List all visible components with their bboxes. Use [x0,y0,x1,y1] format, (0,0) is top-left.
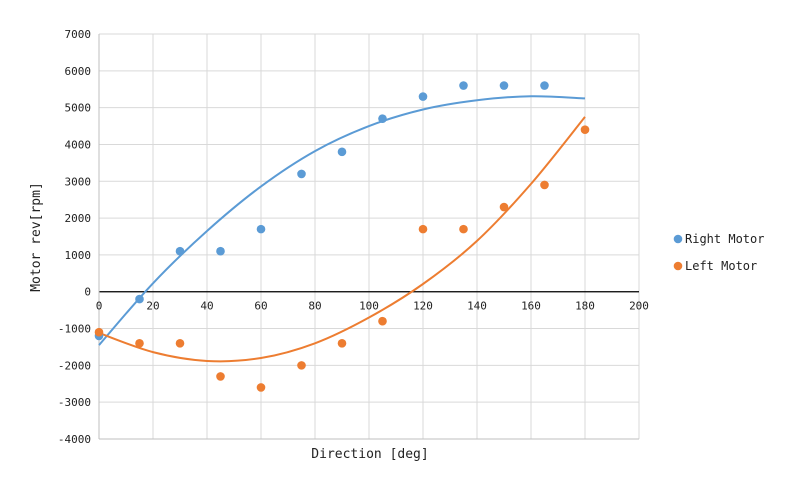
left-motor-point [216,372,225,381]
x-tick-label: 0 [96,300,103,313]
right-motor-point [378,114,387,123]
y-tick-label: -1000 [58,323,91,336]
x-tick-label: 160 [521,300,541,313]
right-motor-point [459,81,468,90]
x-tick-label: 180 [575,300,595,313]
right-motor-point [540,81,549,90]
legend-label-left-motor: Left Motor [685,259,757,273]
left-motor-point [459,224,468,234]
right-motor-point [297,169,306,179]
legend-marker-left-motor [673,261,683,271]
left-motor-point [135,338,144,348]
y-axis-title: Motor rev[rpm] [29,182,44,292]
y-tick-label: -2000 [58,359,91,372]
y-tick-label: -3000 [58,396,91,409]
y-tick-label: 7000 [65,28,92,41]
x-tick-label: 200 [629,300,649,313]
left-motor-trendline [98,116,586,363]
left-motor-point [256,383,266,392]
x-tick-label: 120 [413,300,433,313]
data-points [94,81,590,392]
left-motor-point [418,224,428,234]
left-motor-point [499,202,509,212]
left-motor-point [580,125,590,135]
legend: Right Motor Left Motor [673,232,764,273]
grid-lines [98,33,640,440]
right-motor-point [175,246,185,256]
legend-marker-right-motor [673,234,683,244]
left-motor-point [540,180,549,190]
x-axis-title: Direction [deg] [311,447,428,462]
y-tick-label: 1000 [65,249,92,262]
left-motor-point [175,338,185,348]
x-tick-label: 40 [200,300,213,313]
right-motor-point [135,294,144,304]
y-tick-label: 5000 [65,102,92,115]
y-tick-label: -4000 [58,433,91,446]
left-motor-point [378,316,387,326]
x-tick-label: 80 [308,300,321,313]
left-motor-point [337,338,347,348]
y-tick-label: 4000 [65,138,92,151]
y-tick-label: 6000 [65,65,92,78]
y-tick-label: 3000 [65,175,92,188]
left-motor-point [94,327,104,337]
right-motor-point [337,147,347,157]
x-tick-label: 60 [254,300,267,313]
right-motor-point [256,224,266,234]
x-tick-label: 140 [467,300,487,313]
trendlines [98,95,586,363]
y-tick-label: 0 [84,286,91,299]
legend-label-right-motor: Right Motor [685,232,764,246]
x-tick-labels: 0 20 40 60 80 100 120 140 160 180 200 [96,300,649,313]
left-motor-point [297,361,306,370]
axes [98,34,639,440]
right-motor-point [499,81,509,90]
y-tick-labels: -4000 -3000 -2000 -1000 0 1000 2000 3000 4000 500… [58,28,91,446]
x-tick-label: 20 [146,300,159,313]
right-motor-point [216,246,225,256]
x-tick-label: 100 [359,300,379,313]
right-motor-trendline [98,95,586,346]
y-tick-label: 2000 [65,212,92,225]
right-motor-point [418,92,428,101]
